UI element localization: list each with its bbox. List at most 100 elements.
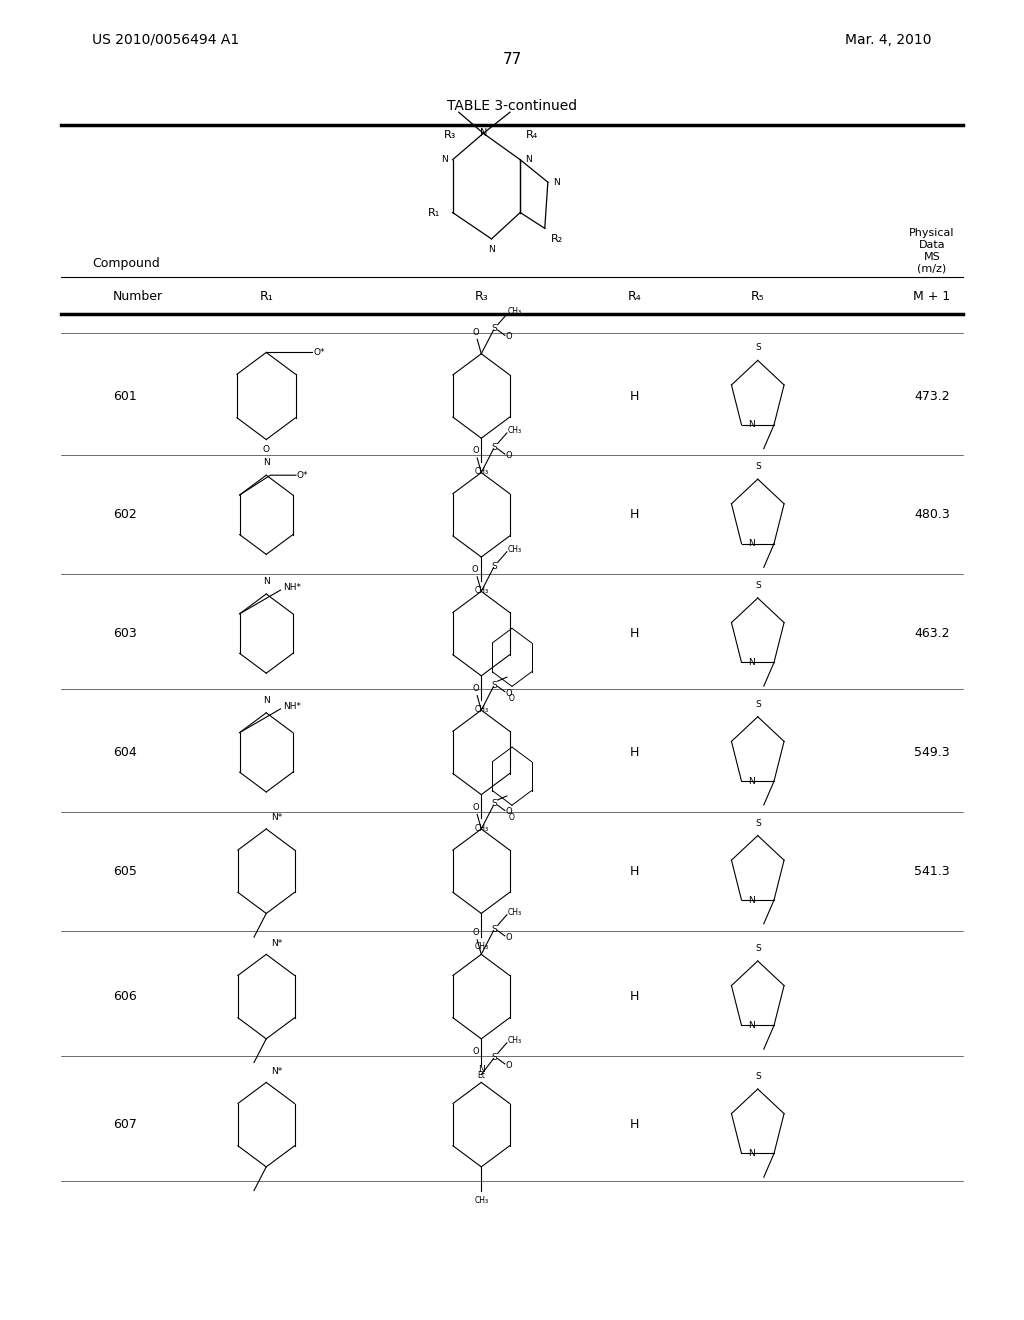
Text: 601: 601: [113, 389, 136, 403]
Text: H: H: [630, 746, 640, 759]
Text: N: N: [441, 156, 447, 164]
Text: CH₃: CH₃: [474, 467, 488, 477]
Text: O*: O*: [297, 471, 308, 479]
Text: O: O: [506, 1061, 512, 1069]
Text: N: N: [479, 128, 487, 139]
Text: O: O: [473, 1047, 479, 1056]
Text: N: N: [478, 1065, 484, 1074]
Text: S: S: [492, 681, 498, 689]
Text: CH₃: CH₃: [508, 545, 522, 553]
Text: H: H: [630, 508, 640, 521]
Text: S: S: [755, 581, 761, 590]
Text: N: N: [748, 420, 755, 429]
Text: N: N: [748, 776, 755, 785]
Text: S: S: [492, 800, 498, 808]
Text: N: N: [748, 1148, 755, 1158]
Text: TABLE 3-continued: TABLE 3-continued: [446, 99, 578, 112]
Text: S: S: [492, 444, 498, 451]
Text: R₁: R₁: [428, 207, 440, 218]
Text: CH₃: CH₃: [508, 908, 522, 916]
Text: R₃: R₃: [444, 129, 457, 140]
Text: N*: N*: [271, 1067, 283, 1076]
Text: S: S: [755, 944, 761, 953]
Text: N: N: [553, 178, 559, 186]
Text: R₄: R₄: [628, 290, 642, 304]
Text: CH₃: CH₃: [508, 1036, 522, 1044]
Text: H: H: [630, 865, 640, 878]
Text: 604: 604: [113, 746, 136, 759]
Text: O: O: [473, 928, 479, 937]
Text: N: N: [525, 156, 531, 164]
Text: CH₃: CH₃: [474, 824, 488, 833]
Text: N: N: [748, 539, 755, 548]
Text: 603: 603: [113, 627, 136, 640]
Text: S: S: [755, 818, 761, 828]
Text: R₂: R₂: [551, 234, 563, 244]
Text: O: O: [506, 451, 512, 459]
Text: 549.3: 549.3: [914, 746, 949, 759]
Text: CH₃: CH₃: [508, 426, 522, 434]
Text: S: S: [492, 562, 498, 570]
Text: O*: O*: [313, 348, 325, 356]
Text: N: N: [263, 458, 269, 467]
Text: US 2010/0056494 A1: US 2010/0056494 A1: [92, 33, 240, 46]
Text: 607: 607: [113, 1118, 136, 1131]
Text: 541.3: 541.3: [914, 865, 949, 878]
Text: N: N: [748, 657, 755, 667]
Text: M + 1: M + 1: [913, 290, 950, 304]
Text: Number: Number: [113, 290, 163, 304]
Text: O: O: [506, 333, 512, 341]
Text: Compound: Compound: [92, 257, 160, 271]
Text: CH₃: CH₃: [508, 308, 522, 315]
Text: O: O: [473, 684, 479, 693]
Text: N: N: [263, 577, 269, 586]
Text: O: O: [509, 694, 515, 704]
Text: 480.3: 480.3: [914, 508, 949, 521]
Text: 602: 602: [113, 508, 136, 521]
Text: S: S: [492, 1053, 498, 1061]
Text: 463.2: 463.2: [914, 627, 949, 640]
Text: Physical
Data
MS
(m/z): Physical Data MS (m/z): [909, 228, 954, 273]
Text: CH₃: CH₃: [474, 942, 488, 952]
Text: R₃: R₃: [474, 290, 488, 304]
Text: H: H: [630, 627, 640, 640]
Text: 77: 77: [503, 51, 521, 67]
Text: S: S: [755, 1072, 761, 1081]
Text: S: S: [492, 925, 498, 933]
Text: Mar. 4, 2010: Mar. 4, 2010: [846, 33, 932, 46]
Text: CH₃: CH₃: [474, 705, 488, 714]
Text: N: N: [488, 246, 495, 253]
Text: O: O: [473, 446, 479, 455]
Text: H: H: [630, 389, 640, 403]
Text: O: O: [263, 445, 269, 454]
Text: S: S: [492, 325, 498, 333]
Text: N*: N*: [271, 813, 283, 822]
Text: 606: 606: [113, 990, 136, 1003]
Text: R₁: R₁: [259, 290, 273, 304]
Text: R₄: R₄: [526, 129, 539, 140]
Text: Et: Et: [477, 1071, 485, 1080]
Text: CH₃: CH₃: [474, 586, 488, 595]
Text: O: O: [473, 327, 479, 337]
Text: N: N: [263, 696, 269, 705]
Text: S: S: [755, 700, 761, 709]
Text: 473.2: 473.2: [914, 389, 949, 403]
Text: O: O: [506, 808, 512, 816]
Text: O: O: [473, 803, 479, 812]
Text: S: S: [755, 462, 761, 471]
Text: O: O: [472, 565, 478, 574]
Text: 605: 605: [113, 865, 136, 878]
Text: NH*: NH*: [283, 583, 301, 591]
Text: NH*: NH*: [283, 702, 301, 710]
Text: R₅: R₅: [751, 290, 765, 304]
Text: O: O: [509, 813, 515, 822]
Text: O: O: [506, 689, 512, 697]
Text: O: O: [506, 933, 512, 941]
Text: CH₃: CH₃: [474, 1196, 488, 1205]
Text: H: H: [630, 1118, 640, 1131]
Text: S: S: [755, 343, 761, 352]
Text: N: N: [748, 895, 755, 904]
Text: N*: N*: [271, 939, 283, 948]
Text: H: H: [630, 990, 640, 1003]
Text: N: N: [748, 1020, 755, 1030]
